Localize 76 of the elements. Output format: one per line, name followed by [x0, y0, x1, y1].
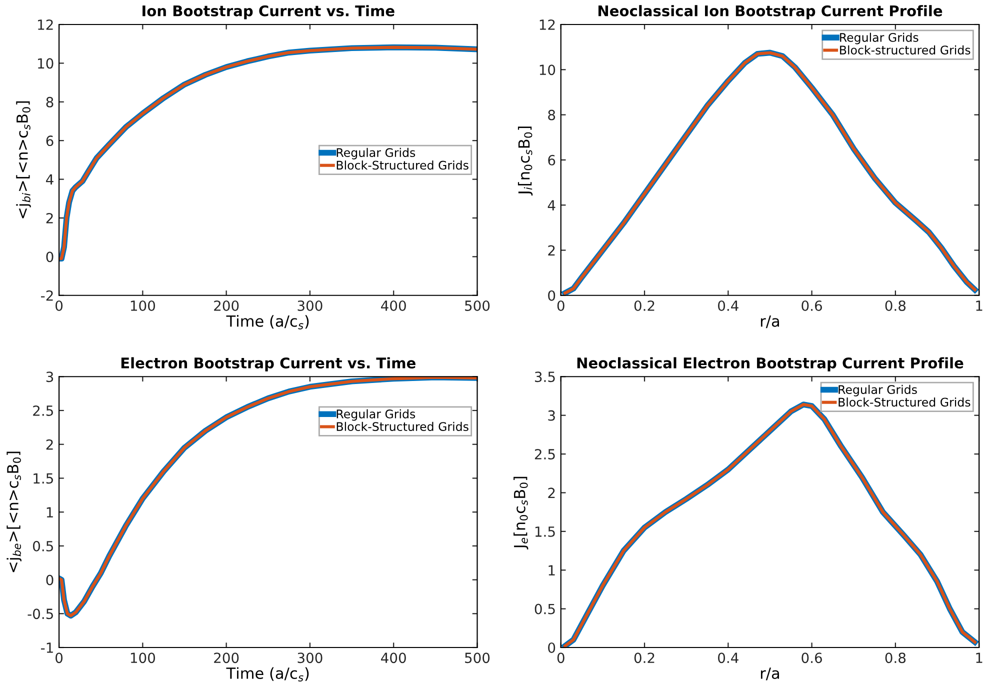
x-tick-label: 0.8 — [885, 652, 906, 664]
x-tick-label: 400 — [381, 300, 406, 311]
chart-title: Neoclassical Ion Bootstrap Current Profile — [598, 5, 942, 20]
y-tick-label: 2 — [46, 212, 53, 224]
x-tick-label: 300 — [298, 300, 322, 311]
y-tick-label: 8 — [46, 96, 54, 108]
x-tick-label: 0 — [557, 300, 564, 311]
x-tick-label: 300 — [298, 652, 322, 664]
x-tick-label: 400 — [381, 652, 406, 664]
x-tick-label: 1 — [976, 652, 982, 663]
y-tick-label: 0.5 — [33, 540, 53, 552]
x-axis-title: r/a — [760, 668, 779, 680]
y-tick-label: 2.5 — [33, 405, 53, 416]
x-tick-label: 0 — [557, 652, 564, 664]
x-tick-label: 100 — [130, 652, 156, 664]
y-tick-label: 12 — [540, 19, 555, 30]
x-tick-label: 100 — [130, 300, 156, 311]
y-tick-label: 0 — [548, 642, 556, 653]
chart-title: Neoclassical Electron Bootstrap Current Profile — [577, 357, 964, 372]
y-tick-label: 2 — [548, 245, 555, 256]
y-axis-title: <j$_{bi}$>[<n>c$_{s}$B$_{0}$] — [16, 101, 31, 218]
y-tick-label: 0.5 — [534, 604, 555, 614]
y-tick-label: 4 — [548, 200, 556, 210]
y-tick-label: 2.5 — [534, 448, 555, 460]
chart-title: Ion Bootstrap Current vs. Time — [142, 5, 394, 20]
x-tick-label: 200 — [214, 652, 239, 664]
y-tick-label: 8 — [548, 110, 556, 120]
legend-label: Regular Grids — [840, 32, 918, 44]
x-axis-title: Time (a/c$_{s}$) — [226, 315, 309, 330]
text: J$_{i}$[n$_{0}$c$_{s}$B$_{0}$] — [518, 126, 533, 196]
y-tick-label: 0 — [548, 290, 556, 301]
x-tick-label: 0.6 — [802, 300, 822, 311]
x-tick-label: 500 — [465, 652, 490, 664]
y-tick-label: 3 — [46, 372, 54, 382]
text: J$_{e}$[n$_{0}$c$_{s}$B$_{0}$] — [514, 476, 528, 550]
x-tick-label: 0.4 — [718, 300, 738, 311]
y-tick-label: 6 — [548, 154, 556, 166]
x-tick-label: 0.2 — [634, 300, 654, 311]
legend-label: Block-Structured Grids — [336, 160, 468, 170]
y-tick-label: 2 — [548, 488, 555, 498]
legend-label: Block-Structured Grids — [336, 422, 468, 432]
y-axis-title: <j$_{be}$>[<n>c$_{s}$B$_{0}$] — [6, 452, 22, 572]
y-tick-label: 4 — [46, 174, 54, 185]
x-tick-label: 200 — [214, 300, 239, 311]
y-tick-label: 0 — [46, 252, 54, 262]
legend-label: Block-Structured Grids — [838, 398, 970, 407]
y-tick-label: 1.5 — [34, 473, 53, 484]
legend-label: Regular Grids — [336, 409, 416, 421]
x-tick-label: 0.8 — [885, 300, 906, 311]
x-tick-label: 500 — [465, 300, 490, 311]
y-tick-label: 10 — [38, 58, 54, 69]
y-tick-label: 1 — [548, 565, 555, 576]
y-tick-label: -0.5 — [28, 608, 53, 620]
y-tick-label: -2 — [41, 290, 53, 301]
legend-label: Regular Grids — [336, 148, 416, 160]
chart-title: Electron Bootstrap Current vs. Time — [121, 357, 416, 372]
x-axis-title: Time (a/c$_{s}$) — [226, 667, 309, 682]
x-tick-label: 1 — [976, 300, 982, 311]
x-axis-title: r/a — [760, 316, 779, 328]
legend-label: Block-structured Grids — [840, 45, 970, 55]
x-tick-label: 0 — [56, 652, 63, 664]
y-tick-label: 10 — [540, 64, 556, 76]
legend-label: Regular Grids — [838, 384, 917, 396]
y-tick-label: 3 — [548, 410, 555, 421]
y-tick-label: 0 — [46, 574, 54, 586]
y-tick-label: -1 — [41, 642, 53, 653]
x-tick-label: 0.2 — [634, 652, 654, 664]
y-tick-label: 2 — [46, 439, 53, 450]
x-tick-label: 0.6 — [802, 652, 822, 664]
x-tick-label: 0 — [56, 300, 63, 311]
y-tick-label: 1 — [46, 507, 53, 518]
y-tick-label: 3.5 — [534, 372, 555, 382]
x-tick-label: 0.4 — [718, 652, 738, 664]
y-tick-label: 12 — [38, 19, 53, 30]
y-tick-label: 6 — [46, 136, 54, 146]
y-tick-label: 1.5 — [535, 526, 555, 537]
